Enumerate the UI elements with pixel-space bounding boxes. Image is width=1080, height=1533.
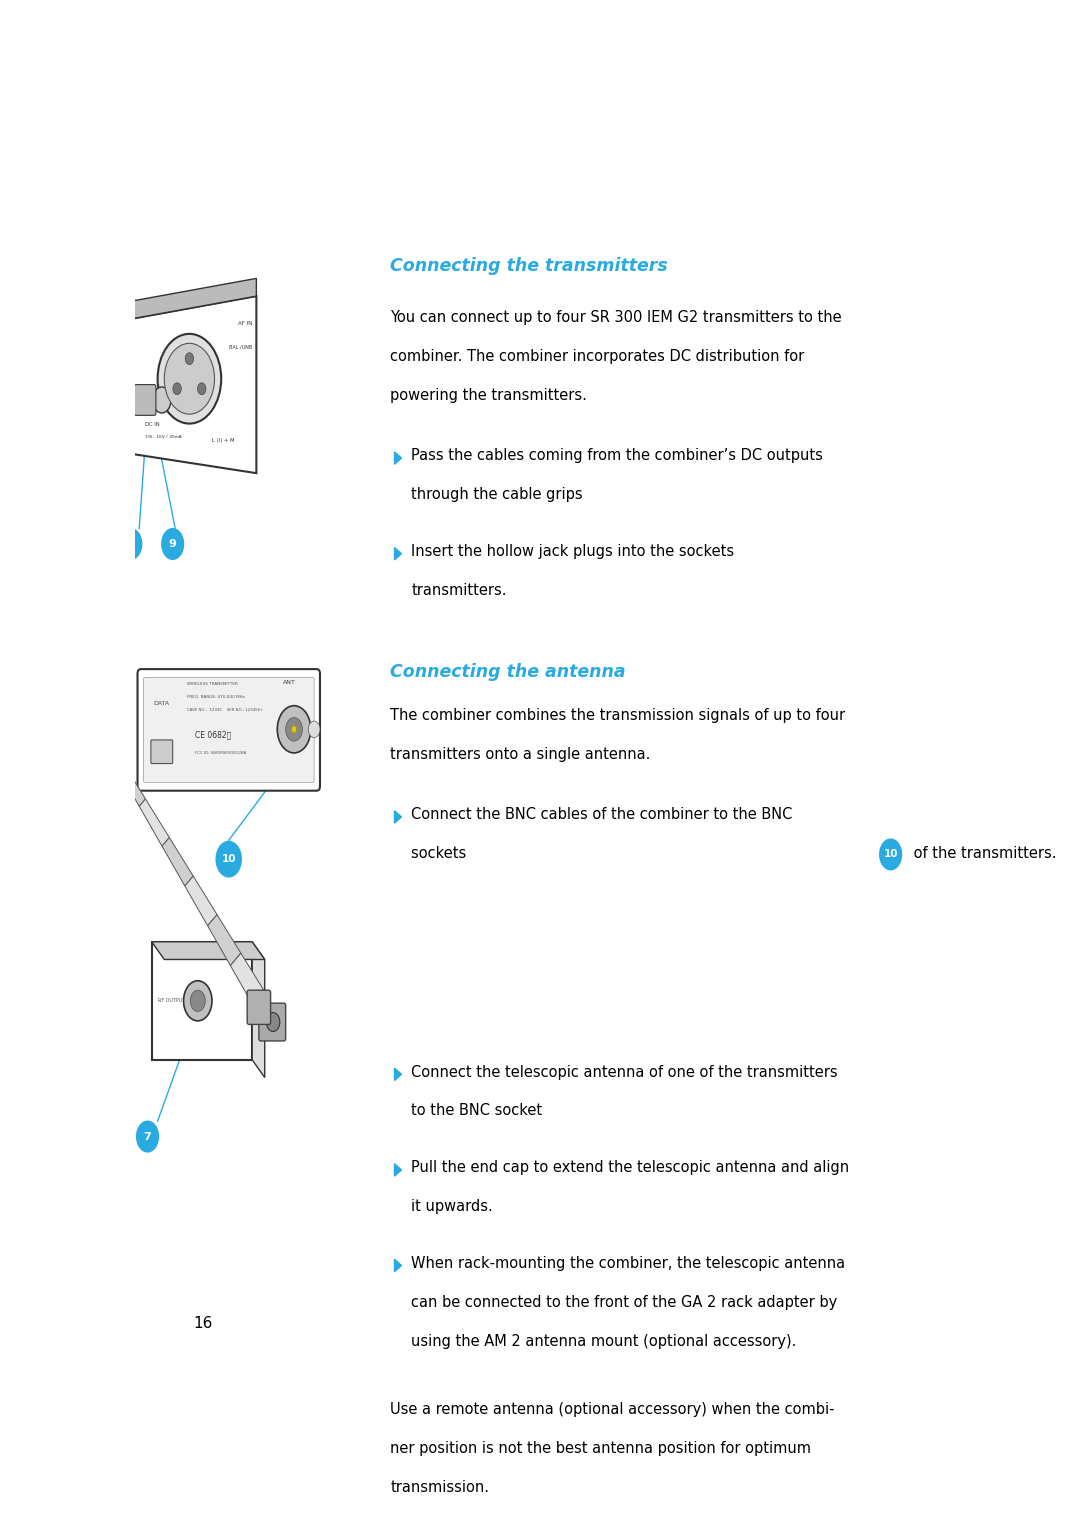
Circle shape (137, 1121, 159, 1151)
Polygon shape (185, 875, 217, 926)
Circle shape (292, 725, 297, 733)
Circle shape (164, 343, 215, 414)
Text: can be connected to the front of the GA 2 rack adapter by: can be connected to the front of the GA … (411, 1295, 837, 1309)
Text: transmission.: transmission. (390, 1479, 489, 1495)
Polygon shape (394, 811, 402, 823)
Text: BAL /UNB: BAL /UNB (229, 345, 253, 350)
Text: DC IN: DC IN (145, 423, 160, 428)
Text: When rack-mounting the combiner, the telescopic antenna: When rack-mounting the combiner, the tel… (411, 1256, 846, 1271)
Text: Connect the telescopic antenna of one of the transmitters: Connect the telescopic antenna of one of… (411, 1064, 838, 1079)
Circle shape (158, 334, 221, 423)
Text: of the transmitters.: of the transmitters. (909, 846, 1056, 862)
Circle shape (880, 839, 902, 869)
Circle shape (285, 717, 302, 740)
Text: 16: 16 (193, 1317, 213, 1331)
Text: combiner. The combiner incorporates DC distribution for: combiner. The combiner incorporates DC d… (390, 350, 805, 365)
Polygon shape (230, 954, 265, 1006)
FancyBboxPatch shape (259, 1003, 285, 1041)
Polygon shape (151, 941, 265, 960)
FancyBboxPatch shape (144, 678, 314, 782)
Circle shape (190, 990, 205, 1012)
Text: DATA: DATA (153, 701, 170, 705)
Polygon shape (394, 1259, 402, 1272)
Text: Insert the hollow jack plugs into the sockets: Insert the hollow jack plugs into the so… (411, 544, 739, 560)
Polygon shape (139, 799, 170, 846)
Text: using the AM 2 antenna mount (optional accessory).: using the AM 2 antenna mount (optional a… (411, 1334, 797, 1349)
Text: Connect the BNC cables of the combiner to the BNC: Connect the BNC cables of the combiner t… (411, 808, 793, 822)
Text: transmitters.: transmitters. (411, 583, 507, 598)
Text: CE 0682ⓞ: CE 0682ⓞ (195, 731, 231, 740)
FancyBboxPatch shape (137, 668, 320, 791)
Polygon shape (394, 452, 402, 464)
Text: You can connect up to four SR 300 IEM G2 transmitters to the: You can connect up to four SR 300 IEM G2… (390, 310, 842, 325)
Circle shape (152, 386, 171, 412)
Polygon shape (394, 547, 402, 560)
FancyBboxPatch shape (247, 990, 271, 1024)
Text: The combiner combines the transmission signals of up to four: The combiner combines the transmission s… (390, 708, 846, 724)
Text: Use a remote antenna (optional accessory) when the combi-: Use a remote antenna (optional accessory… (390, 1403, 835, 1416)
Text: WIRELESS TRANSMITTER: WIRELESS TRANSMITTER (187, 682, 238, 687)
Polygon shape (394, 1069, 402, 1081)
Polygon shape (126, 296, 256, 474)
Text: 7: 7 (144, 1131, 151, 1142)
Polygon shape (117, 760, 146, 806)
Circle shape (186, 353, 193, 365)
Text: to the BNC socket: to the BNC socket (411, 1104, 546, 1119)
Text: FREQ. RANGE: 470-830 MHz: FREQ. RANGE: 470-830 MHz (187, 694, 245, 698)
Circle shape (198, 383, 206, 394)
Text: sockets: sockets (411, 846, 471, 862)
Polygon shape (162, 837, 193, 886)
Circle shape (120, 529, 141, 560)
Circle shape (173, 383, 181, 394)
Text: 10: 10 (883, 849, 897, 860)
Text: 8: 8 (127, 540, 135, 549)
Text: L (I) + M: L (I) + M (212, 438, 234, 443)
Text: through the cable grips: through the cable grips (411, 487, 588, 503)
Circle shape (162, 529, 184, 560)
Text: Connecting the antenna: Connecting the antenna (390, 664, 626, 681)
Text: FCC ID: SWGRSR300G2BA: FCC ID: SWGRSR300G2BA (195, 751, 246, 754)
FancyBboxPatch shape (151, 740, 173, 763)
Text: it upwards.: it upwards. (411, 1199, 492, 1214)
Polygon shape (253, 941, 265, 1078)
Circle shape (278, 705, 311, 753)
Circle shape (184, 981, 212, 1021)
Polygon shape (151, 941, 253, 1059)
Text: transmitters onto a single antenna.: transmitters onto a single antenna. (390, 747, 650, 762)
Polygon shape (207, 915, 241, 966)
Text: Pass the cables coming from the combiner’s DC outputs: Pass the cables coming from the combiner… (411, 448, 823, 463)
Polygon shape (394, 1164, 402, 1176)
Text: Pull the end cap to extend the telescopic antenna and align: Pull the end cap to extend the telescopi… (411, 1160, 849, 1176)
Circle shape (216, 842, 241, 877)
Text: AF IN: AF IN (238, 320, 253, 325)
Circle shape (267, 1013, 280, 1032)
Text: Connecting the transmitters: Connecting the transmitters (390, 258, 669, 274)
Text: ner position is not the best antenna position for optimum: ner position is not the best antenna pos… (390, 1441, 811, 1456)
Text: ANT: ANT (283, 679, 296, 685)
Text: 10: 10 (221, 854, 237, 865)
Text: RF OUTPUT: RF OUTPUT (159, 998, 186, 1003)
Text: powering the transmitters.: powering the transmitters. (390, 388, 588, 403)
Text: 9: 9 (168, 540, 177, 549)
FancyBboxPatch shape (134, 385, 156, 415)
Polygon shape (126, 279, 256, 320)
Text: CAVE NO.:  12345    SER NO.: 123456+: CAVE NO.: 12345 SER NO.: 123456+ (187, 708, 264, 713)
Text: 1/8 - 16V / 30mA: 1/8 - 16V / 30mA (145, 435, 181, 440)
Circle shape (308, 721, 320, 737)
